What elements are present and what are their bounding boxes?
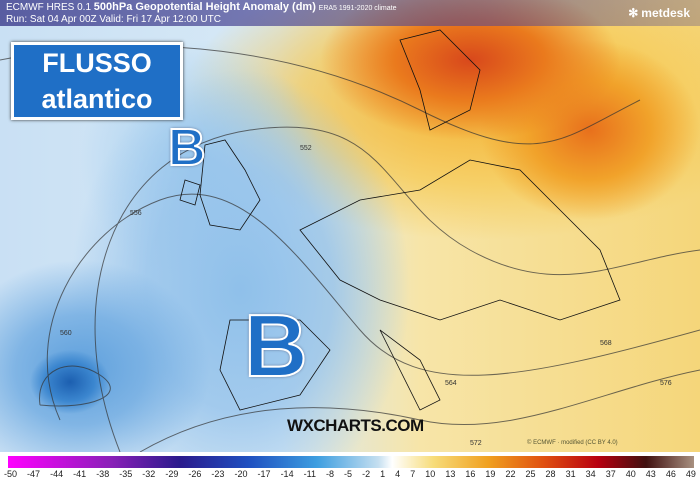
model-name: ECMWF HRES 0.1 (6, 2, 92, 13)
colorbar-tick: -11 (303, 469, 316, 479)
colorbar-tick: -32 (142, 469, 156, 479)
colorbar-tick: 7 (410, 469, 416, 479)
chart-header: ECMWF HRES 0.1 500hPa Geopotential Heigh… (0, 0, 700, 26)
credit: © ECMWF · modified (CC BY 4.0) (527, 440, 618, 446)
colorbar-tick: 28 (545, 469, 556, 479)
climate-ref: ERA5 1991-2020 climate (318, 5, 397, 12)
colorbar-tick: -23 (211, 469, 225, 479)
colorbar-tick: 4 (395, 469, 401, 479)
colorbar-tick: -17 (257, 469, 271, 479)
colorbar-tick: 43 (645, 469, 656, 479)
contour-value-labels: 552 556 560 564 568 572 576 (60, 145, 672, 447)
svg-text:564: 564 (445, 380, 457, 387)
colorbar-tick: 1 (380, 469, 386, 479)
colorbar-tick: -20 (234, 469, 248, 479)
colorbar-tick: 10 (425, 469, 436, 479)
colorbar-tick: 25 (525, 469, 536, 479)
field-name: 500hPa Geopotential Height Anomaly (dm) (93, 1, 316, 13)
map-lines: 552 556 560 564 568 572 576 (0, 29, 700, 452)
snowflake-icon: ✻ (628, 6, 639, 20)
colorbar-tick: 31 (565, 469, 576, 479)
colorbar-tick: -14 (280, 469, 294, 479)
colorbar-tick: 16 (465, 469, 476, 479)
colorbar-tick: 34 (585, 469, 596, 479)
low-pressure-marker: B (243, 295, 309, 396)
svg-text:568: 568 (600, 340, 612, 347)
svg-text:576: 576 (660, 380, 672, 387)
colorbar-tick: -35 (119, 469, 133, 479)
metdesk-logo: ✻ metdesk (628, 6, 690, 20)
svg-text:572: 572 (470, 440, 482, 447)
colorbar-tick: 46 (665, 469, 676, 479)
colorbar-ticks: -50 -47 -44 -41 -38 -35 -32 -29 -26 -23 -20 -17 -14-… (4, 469, 696, 479)
svg-text:552: 552 (300, 145, 312, 152)
svg-text:560: 560 (60, 330, 72, 337)
colorbar-tick: -38 (96, 469, 110, 479)
colorbar-tick: 49 (685, 469, 696, 479)
colorbar-tick: -41 (73, 469, 87, 479)
low-pressure-marker: B (167, 118, 207, 178)
run-info: Run: Sat 04 Apr 00Z Valid: Fri 17 Apr 12… (6, 14, 221, 25)
colorbar-tick: -2 (362, 469, 371, 479)
colorbar-tick: -50 (4, 469, 18, 479)
colorbar-tick: -29 (165, 469, 179, 479)
colorbar-tick: -5 (344, 469, 353, 479)
colorbar-tick: 19 (485, 469, 496, 479)
svg-text:556: 556 (130, 210, 142, 217)
colorbar-tick: 22 (505, 469, 516, 479)
colorbar-tick: 40 (625, 469, 636, 479)
colorbar (8, 456, 694, 468)
colorbar-tick: 37 (605, 469, 616, 479)
overlay-title: FLUSSO atlantico (11, 42, 183, 120)
colorbar-tick: -26 (188, 469, 202, 479)
colorbar-tick: -44 (50, 469, 64, 479)
colorbar-tick: 13 (445, 469, 456, 479)
colorbar-tick: -47 (27, 469, 41, 479)
coastlines (179, 29, 621, 411)
watermark: WXCHARTS.COM (287, 416, 424, 435)
colorbar-tick: -8 (325, 469, 334, 479)
